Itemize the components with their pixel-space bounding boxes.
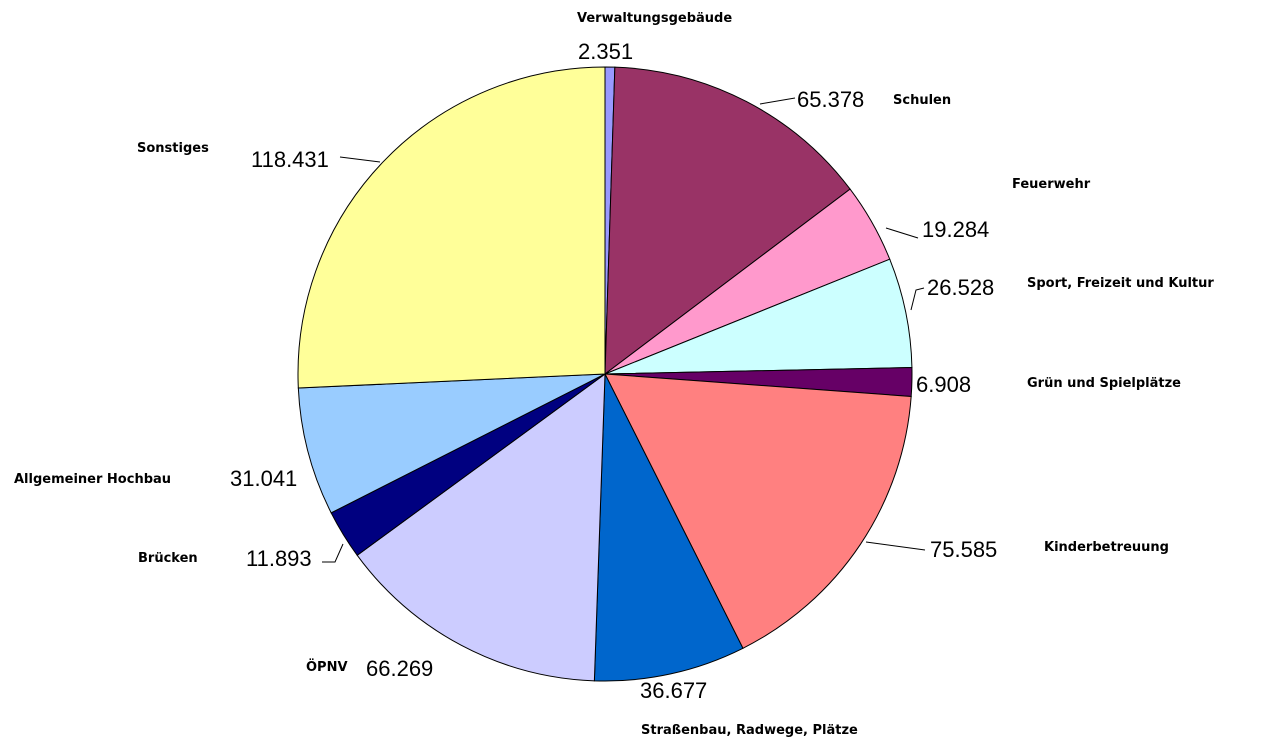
pie-slice-sonstiges (297, 66, 606, 389)
pie-slice-opnv (356, 372, 606, 682)
leader-line-schulen (759, 97, 796, 105)
category-label-kinderbetreuung: Kinderbetreuung (1044, 540, 1169, 555)
category-label-strassenbau-radwege-platze: Straßenbau, Radwege, Plätze (641, 723, 858, 738)
pie-slice-kinderbetreuung (604, 373, 912, 649)
value-label-strassenbau-radwege-platze: 36.677 (640, 678, 707, 703)
category-label-sonstiges: Sonstiges (137, 141, 209, 156)
pie-slices (297, 66, 913, 682)
value-label-opnv: 66.269 (366, 656, 433, 681)
category-label-feuerwehr: Feuerwehr (1012, 177, 1091, 192)
leader-line-kinderbetreuung (865, 541, 926, 551)
value-label-feuerwehr: 19.284 (922, 217, 989, 242)
leader-line-brucken (322, 543, 344, 563)
value-label-sonstiges: 118.431 (251, 147, 329, 172)
category-label-grun-und-spielplatze: Grün und Spielplätze (1027, 376, 1181, 391)
leader-line-sonstiges (339, 156, 381, 163)
pie-slice-allgemeiner-hochbau (297, 373, 606, 514)
category-label-opnv: ÖPNV (306, 659, 348, 675)
category-label-brucken: Brücken (138, 551, 198, 566)
value-label-verwaltungsgebaude: 2.351 (578, 39, 633, 64)
value-label-grun-und-spielplatze: 6.908 (916, 372, 971, 397)
pie-slice-schulen (604, 66, 851, 376)
pie-slice-strassenbau-radwege-platze (593, 373, 744, 682)
value-label-schulen: 65.378 (797, 87, 864, 112)
value-label-brucken: 11.893 (246, 546, 312, 571)
leader-line-feuerwehr (885, 227, 919, 239)
category-label-sport-freizeit-und-kultur: Sport, Freizeit und Kultur (1027, 276, 1214, 291)
category-label-allgemeiner-hochbau: Allgemeiner Hochbau (14, 472, 171, 487)
category-label-schulen: Schulen (893, 93, 951, 108)
value-label-kinderbetreuung: 75.585 (930, 537, 997, 562)
category-label-verwaltungsgebaude: Verwaltungsgebäude (577, 11, 732, 26)
leader-lines (322, 97, 926, 563)
pie-labels: Verwaltungsgebäude 2.351 Schulen 65.378 Feue… (14, 11, 1214, 738)
value-label-sport-freizeit-und-kultur: 26.528 (927, 275, 994, 300)
value-label-allgemeiner-hochbau: 31.041 (230, 466, 297, 491)
leader-line-sport-freizeit-und-kultur (910, 287, 925, 311)
